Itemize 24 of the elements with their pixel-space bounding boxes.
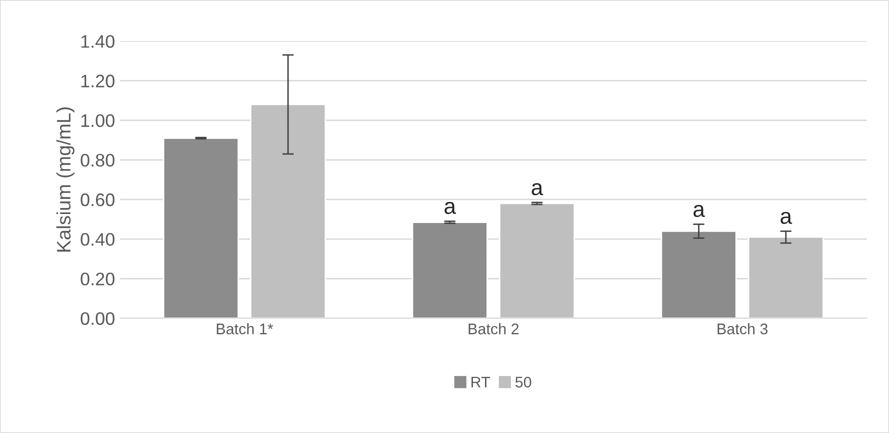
x-tick-label: Batch 1* — [216, 323, 274, 334]
data-label: a — [444, 202, 456, 214]
x-tick-label: Batch 3 — [718, 323, 768, 334]
y-tick-label: 0.00 — [80, 312, 114, 325]
y-axis-title: Kalsium (mg/mL) — [56, 107, 74, 252]
bar — [412, 222, 488, 318]
bar — [162, 137, 239, 318]
bar — [660, 230, 737, 318]
bar — [498, 202, 575, 318]
bar — [250, 104, 326, 318]
legend-label: 50 — [515, 376, 532, 388]
y-tick-label: 1.40 — [81, 35, 114, 48]
legend-label: RT — [472, 376, 490, 388]
data-label: a — [532, 183, 544, 196]
y-tick-label: 1.20 — [81, 74, 114, 88]
y-tick-label: 0.40 — [80, 233, 114, 246]
data-label: a — [694, 204, 705, 218]
x-tick-label: Batch 2 — [468, 323, 519, 334]
bar — [748, 236, 824, 318]
y-tick-label: 1.00 — [81, 114, 114, 128]
y-tick-label: 0.80 — [80, 154, 114, 167]
y-tick-label: 0.20 — [80, 272, 114, 286]
y-tick-label: 0.60 — [80, 193, 114, 206]
data-label: a — [780, 212, 792, 224]
